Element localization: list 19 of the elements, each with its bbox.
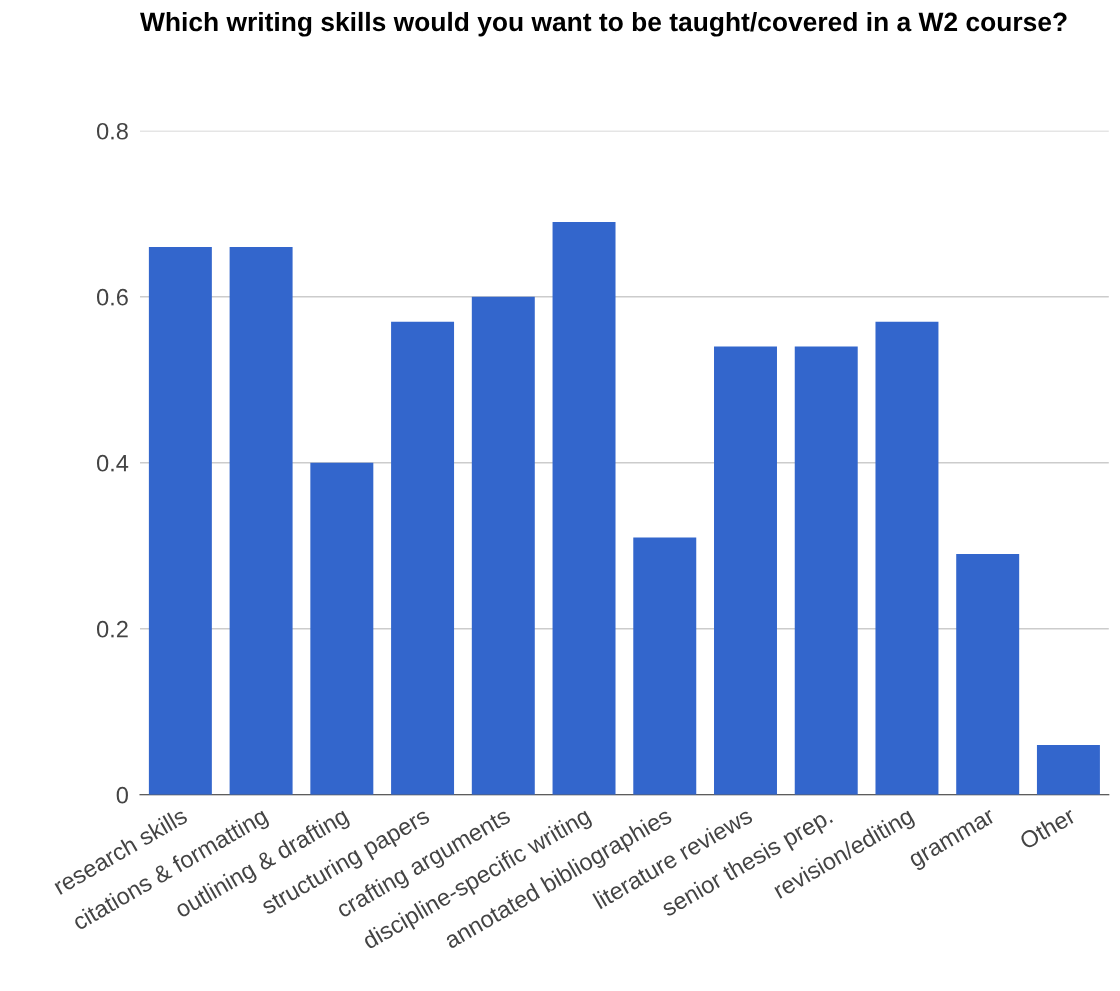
bar [148, 247, 212, 795]
bar [310, 462, 374, 795]
bar [714, 346, 777, 795]
bar [552, 222, 616, 795]
bar [875, 321, 939, 795]
y-tick-label: 0 [116, 786, 128, 804]
x-tick-label: Other [1018, 806, 1077, 850]
bar [1036, 744, 1100, 795]
y-tick-label: 0.2 [96, 620, 128, 638]
y-tick-label: 0.6 [96, 288, 128, 306]
bar [391, 321, 455, 795]
bar [956, 554, 1020, 795]
bar [633, 537, 697, 795]
bar [794, 346, 858, 795]
y-tick-label: 0.4 [96, 454, 129, 472]
y-tick-label: 0.8 [96, 122, 128, 140]
bar [471, 296, 535, 795]
chart-title: Which writing skills would you want to be taught/covered in a W2 course? [140, 11, 1067, 37]
bar [229, 247, 293, 795]
